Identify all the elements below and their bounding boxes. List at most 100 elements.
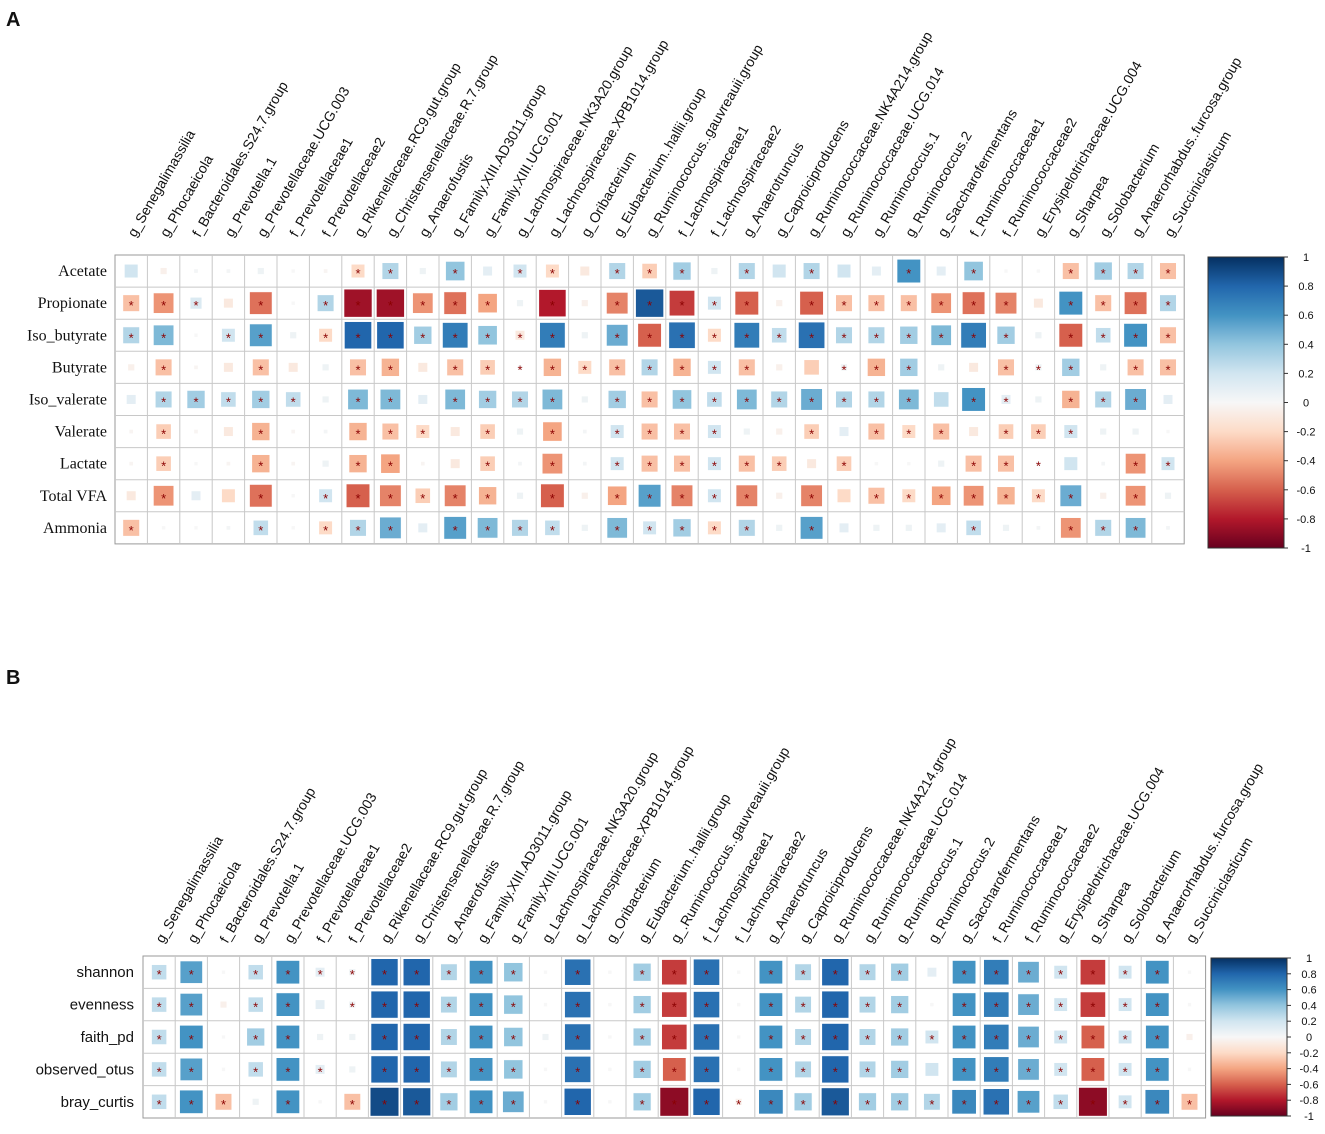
significance-star: * [420,427,425,442]
correlation-cell [289,331,297,339]
correlation-cell [607,1099,613,1105]
correlation-cell [402,1087,431,1117]
significance-star: * [1123,967,1128,982]
correlation-cell [734,291,759,316]
correlation-cell [867,326,886,344]
correlation-cell [127,363,135,372]
significance-star: * [1133,491,1138,506]
correlation-cell [1118,1029,1133,1045]
significance-star: * [1058,1064,1063,1079]
significance-star: * [874,394,879,409]
significance-star: * [157,1000,162,1015]
correlation-cell [738,455,756,473]
correlation-cell [1095,327,1112,344]
significance-star: * [809,523,814,538]
correlation-cell [1131,427,1140,436]
significance-star: * [962,1000,967,1015]
significance-star: * [485,394,490,409]
significance-star: * [446,1000,451,1015]
significance-star: * [388,266,393,281]
correlation-cell [249,291,273,315]
correlation-cell [290,461,296,467]
correlation-cell [246,1027,265,1047]
correlation-cell [673,455,691,473]
significance-star: * [258,330,263,345]
correlation-cell [890,995,909,1014]
row-label: faith_pd [81,1029,134,1046]
correlation-cell [693,1056,720,1083]
correlation-cell [290,429,296,434]
correlation-cell [225,461,231,467]
correlation-cell [673,422,691,441]
correlation-cell [743,427,751,436]
significance-star: * [258,362,263,377]
significance-star: * [350,1097,355,1112]
correlation-cell [348,422,368,441]
correlation-cell [444,484,467,507]
significance-star: * [453,266,458,281]
correlation-cell [1053,997,1068,1012]
correlation-cell [672,389,692,410]
correlation-cell [503,1027,524,1047]
correlation-cell [736,969,742,975]
correlation-cell [225,525,231,531]
correlation-cell [469,1025,494,1049]
significance-star: * [285,1097,290,1112]
correlation-cell [581,331,589,339]
correlation-cell [348,1000,356,1009]
significance-star: * [129,298,134,313]
significance-star: * [1165,266,1170,281]
significance-star: * [1003,491,1008,506]
significance-star: * [841,394,846,409]
significance-star: * [161,427,166,442]
correlation-cell [962,291,986,315]
correlation-cell [1100,461,1106,467]
significance-star: * [647,330,652,345]
significance-star: * [1133,298,1138,313]
correlation-cell [502,1090,525,1113]
significance-star: * [453,362,458,377]
correlation-cell [952,992,977,1017]
significance-star: * [647,266,652,281]
colorbar-tick-label: -0.4 [1300,1064,1319,1076]
significance-star: * [258,459,263,474]
correlation-cell [707,328,722,343]
significance-star: * [1068,266,1073,281]
correlation-cell [1094,294,1112,312]
correlation-cell [442,322,469,349]
significance-star: * [253,1032,258,1047]
correlation-cell [251,390,271,409]
correlation-cell [758,960,783,985]
significance-star: * [679,427,684,442]
significance-star: * [323,491,328,506]
correlation-cell [581,524,589,532]
correlation-cell [1159,294,1177,312]
significance-star: * [1101,394,1106,409]
correlation-cell [1063,424,1078,439]
significance-star: * [1003,330,1008,345]
correlation-cell [798,321,826,349]
significance-star: * [1036,362,1041,377]
correlation-cell [952,1057,977,1082]
correlation-cell [379,516,402,539]
significance-star: * [479,1032,484,1047]
row-label: Ammonia [43,520,107,537]
significance-star: * [550,459,555,474]
significance-star: * [672,967,677,982]
correlation-cell [349,519,367,537]
correlation-cell [469,1057,494,1082]
significance-star: * [744,459,749,474]
correlation-cell [1061,390,1081,409]
significance-star: * [161,298,166,313]
correlation-cell [220,391,237,408]
significance-star: * [640,1032,645,1047]
correlation-cell [348,454,368,473]
significance-star: * [388,491,393,506]
correlation-cell [479,455,496,472]
correlation-cell [1017,1090,1040,1114]
significance-star: * [768,1032,773,1047]
colorbar-tick-label: -1 [1304,1111,1314,1123]
correlation-cell [511,519,529,537]
correlation-cell [443,516,467,540]
significance-star: * [768,1097,773,1112]
